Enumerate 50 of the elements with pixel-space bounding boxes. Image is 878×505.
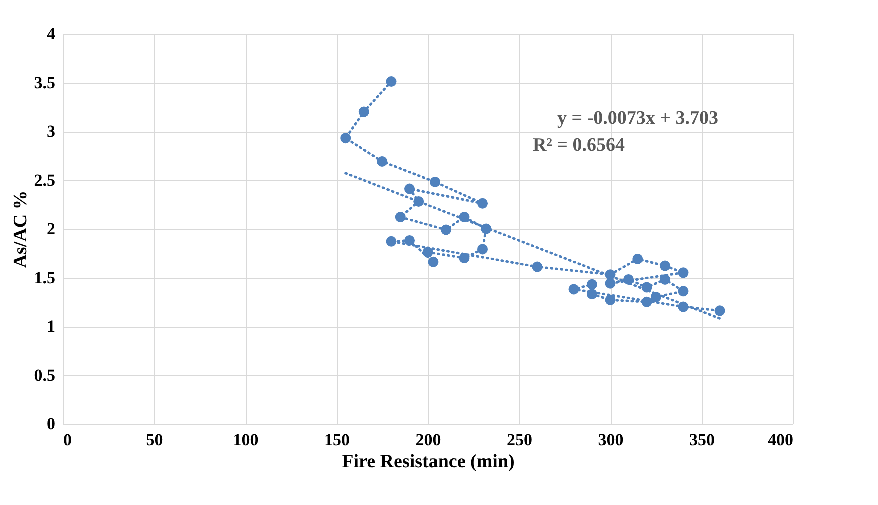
y-axis-title: As/AC % xyxy=(10,190,32,268)
annotation: R² = 0.6564 xyxy=(533,135,626,156)
y-tick-label: 2 xyxy=(47,220,56,238)
x-tick-label: 200 xyxy=(416,430,442,450)
point xyxy=(587,279,598,290)
y-tick-label: 0 xyxy=(47,414,56,434)
point xyxy=(428,256,439,268)
y-tick-label: 2.5 xyxy=(34,170,56,190)
point xyxy=(660,274,670,285)
point xyxy=(386,236,397,247)
x-tick-label: 250 xyxy=(507,430,532,450)
y-tick-label: 3.5 xyxy=(34,73,56,92)
point xyxy=(386,76,397,88)
point xyxy=(478,244,488,255)
point xyxy=(340,133,352,144)
point xyxy=(714,306,726,316)
point xyxy=(532,262,543,272)
x-tick-label: 400 xyxy=(768,430,794,450)
point xyxy=(459,253,470,264)
x-tick-label: 50 xyxy=(146,430,164,450)
point xyxy=(441,224,452,236)
y-tick-label: 3 xyxy=(47,122,56,141)
y-tick-label: 1.5 xyxy=(34,268,56,288)
point xyxy=(678,268,689,278)
point xyxy=(395,212,406,223)
point xyxy=(404,184,415,194)
x-tick-label: 350 xyxy=(690,430,715,450)
point xyxy=(632,254,644,264)
point xyxy=(587,289,598,300)
point xyxy=(660,260,670,272)
y-tick-label: 0.5 xyxy=(34,366,56,385)
x-tick-label: 150 xyxy=(324,430,350,450)
point xyxy=(678,286,689,297)
point xyxy=(358,106,370,118)
point xyxy=(605,294,616,306)
point xyxy=(404,235,415,246)
point xyxy=(568,284,580,295)
point xyxy=(430,176,441,188)
point xyxy=(377,156,388,167)
point xyxy=(642,296,652,308)
x-tick-label: 0 xyxy=(64,430,72,450)
x-tick-label: 300 xyxy=(598,430,624,450)
y-tick-label: 4 xyxy=(47,24,56,44)
x-tick-label: 100 xyxy=(233,430,259,450)
y-tick-label: 1 xyxy=(47,317,56,336)
annotation: y = -0.0073x + 3.703 xyxy=(558,108,718,129)
point xyxy=(422,247,434,258)
x-axis-title: Fire Resistance (min) xyxy=(342,452,515,472)
point xyxy=(605,278,616,289)
point xyxy=(478,198,488,209)
